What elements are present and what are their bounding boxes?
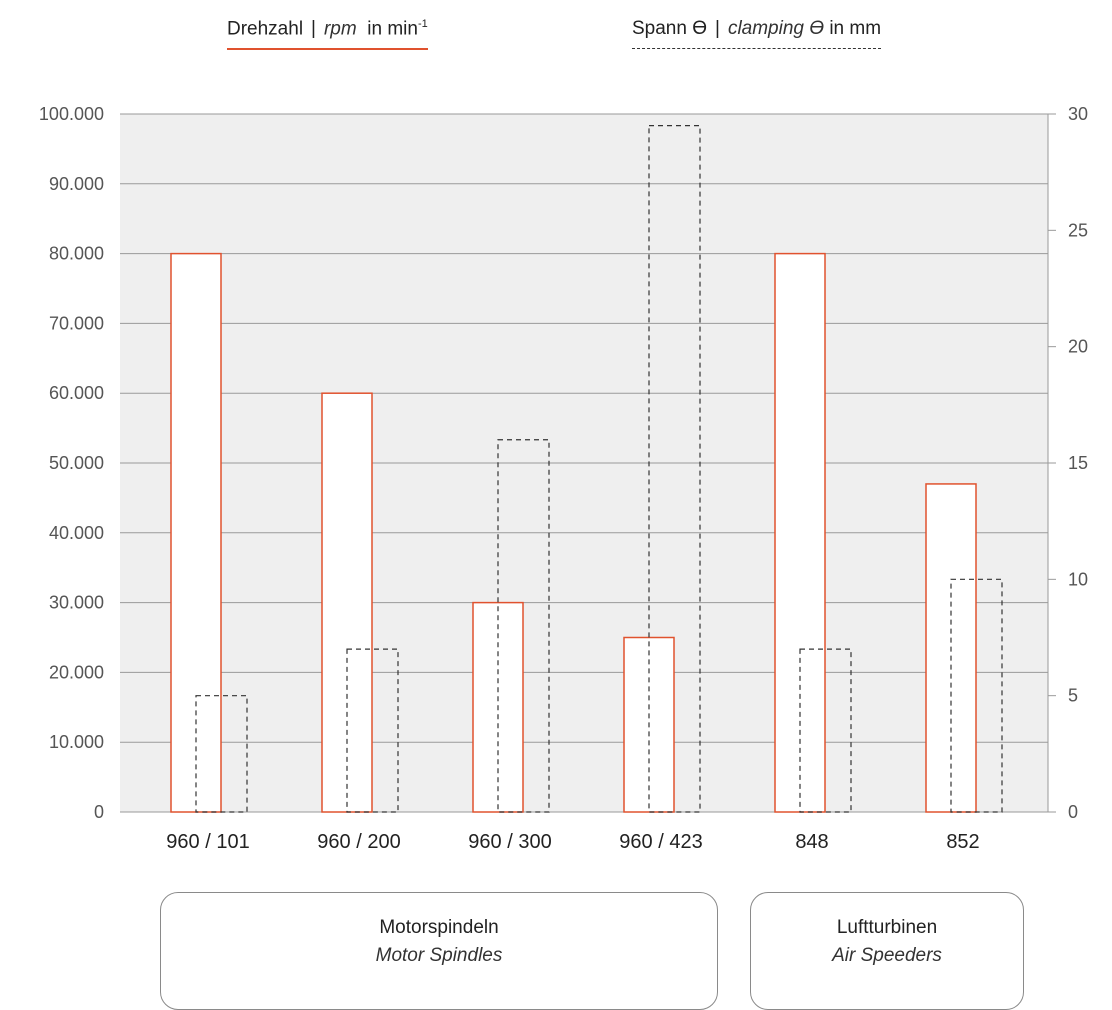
group-air-speeders: Luftturbinen Air Speeders xyxy=(750,892,1024,1010)
legend-clamp: Spann ϴ | clamping ϴ in mm xyxy=(632,18,882,49)
legend-clamp-swatch xyxy=(632,48,882,49)
gridlines xyxy=(120,113,1048,813)
category-label: 848 xyxy=(795,831,828,853)
legend-rpm-unit: in min xyxy=(367,18,418,40)
bars xyxy=(170,125,1003,813)
clamp-bar xyxy=(346,648,399,813)
right-tick-label: 5 xyxy=(1068,686,1078,706)
group-motor-de: Motorspindeln xyxy=(379,917,499,938)
group-air-en: Air Speeders xyxy=(832,945,942,966)
legend-rpm: Drehzahl | rpm in min-1 xyxy=(227,18,428,50)
left-tick-label: 0 xyxy=(94,802,104,822)
legend-clamp-sep: | xyxy=(715,18,720,39)
left-tick-label: 60.000 xyxy=(49,383,104,403)
bar-chart: 0 10.000 20.000 30.000 40.000 50.000 60.000 70.… xyxy=(39,104,1088,853)
left-tick-label: 80.000 xyxy=(49,244,104,264)
group-air-de: Luftturbinen xyxy=(836,917,938,938)
left-tick-label: 40.000 xyxy=(49,523,104,543)
right-tick-label: 30 xyxy=(1068,104,1088,124)
left-tick-label: 70.000 xyxy=(49,313,104,333)
category-label: 960 / 101 xyxy=(166,831,249,853)
x-axis-labels: 960 / 101 960 / 200 960 / 300 960 / 423 848 8… xyxy=(166,831,979,853)
category-label: 960 / 423 xyxy=(619,831,702,853)
clamp-bar xyxy=(799,648,852,813)
rpm-bar xyxy=(774,252,826,813)
legend-clamp-en: clamping ϴ xyxy=(727,18,825,39)
left-axis: 0 10.000 20.000 30.000 40.000 50.000 60.000 70.… xyxy=(39,104,104,822)
legend-clamp-unit: in mm xyxy=(829,18,882,39)
left-tick-label: 30.000 xyxy=(49,593,104,613)
left-tick-label: 10.000 xyxy=(49,732,104,752)
category-label: 960 / 300 xyxy=(468,831,551,853)
category-label: 852 xyxy=(946,831,979,853)
right-axis: 0 5 10 15 20 25 30 xyxy=(1047,104,1088,822)
rpm-bar xyxy=(170,252,222,813)
legend-rpm-unit-sup: -1 xyxy=(417,18,428,30)
right-tick-label: 10 xyxy=(1068,569,1088,589)
left-tick-label: 20.000 xyxy=(49,662,104,682)
right-tick-label: 0 xyxy=(1068,802,1078,822)
legend-rpm-de: Drehzahl xyxy=(227,18,304,40)
clamp-bar xyxy=(195,695,248,813)
legend-rpm-en: rpm xyxy=(323,18,357,40)
right-tick-label: 25 xyxy=(1068,220,1088,240)
legend-rpm-sep: | xyxy=(311,18,316,40)
clamp-bar xyxy=(497,439,550,813)
category-label: 960 / 200 xyxy=(317,831,400,853)
group-motor-spindles: Motorspindeln Motor Spindles xyxy=(160,892,718,1010)
group-motor-en: Motor Spindles xyxy=(375,945,503,966)
clamp-bar xyxy=(950,578,1003,813)
right-tick-label: 20 xyxy=(1068,337,1088,357)
legend-clamp-de: Spann ϴ xyxy=(632,18,707,39)
left-tick-label: 100.000 xyxy=(39,104,104,124)
right-tick-label: 15 xyxy=(1068,453,1088,473)
left-tick-label: 90.000 xyxy=(49,174,104,194)
left-tick-label: 50.000 xyxy=(49,453,104,473)
legend-rpm-swatch xyxy=(227,48,428,50)
